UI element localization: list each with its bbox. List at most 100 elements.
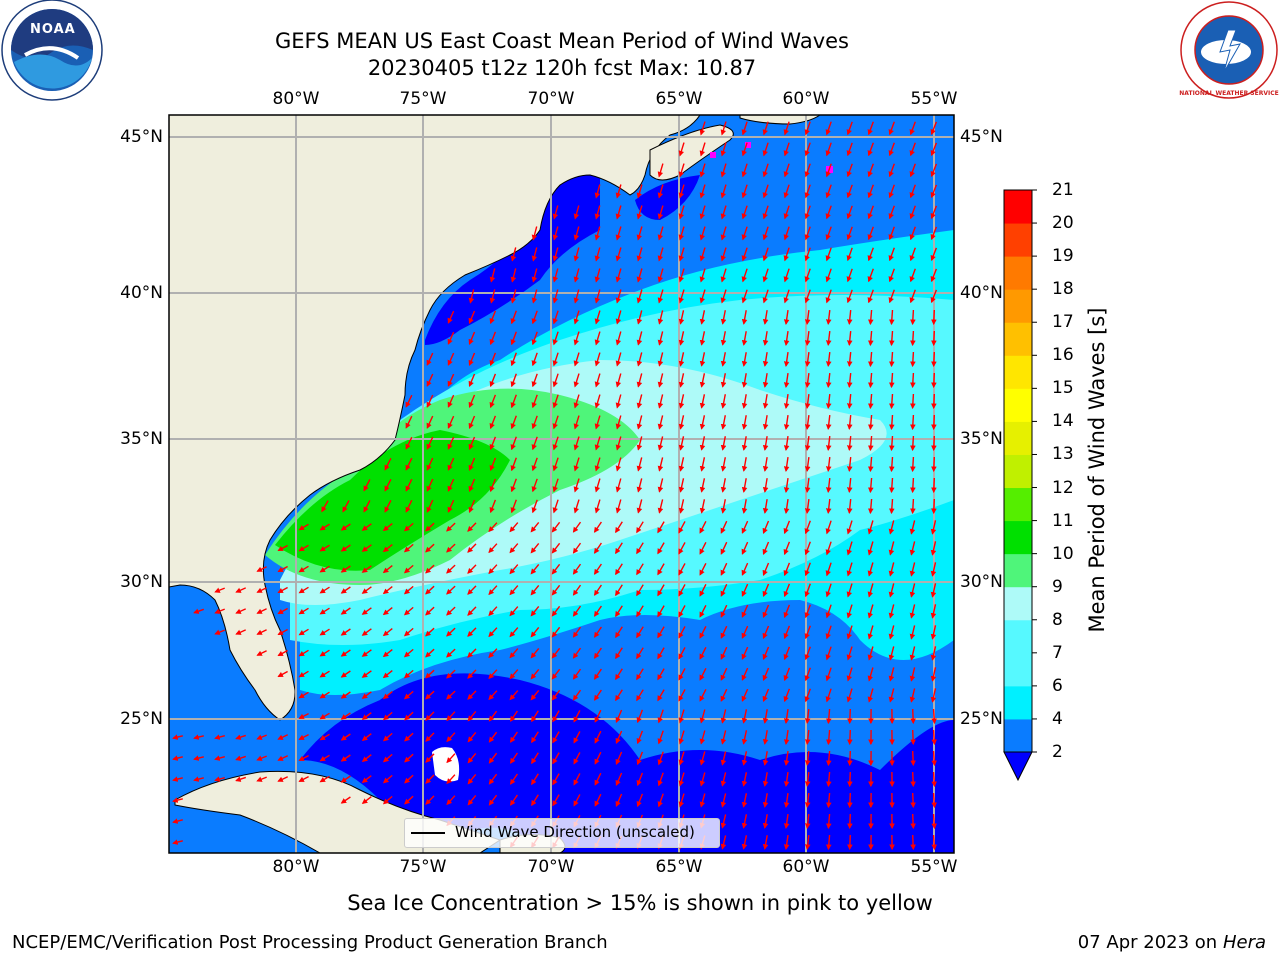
wind-wave-arrow: [657, 521, 665, 534]
wind-wave-arrow: [403, 690, 414, 700]
wind-wave-arrow: [657, 394, 664, 409]
wind-wave-arrow: [425, 648, 435, 658]
wind-wave-arrow: [783, 498, 790, 515]
wind-wave-arrow: [405, 499, 413, 513]
wind-wave-arrow: [678, 478, 685, 493]
wind-wave-arrow: [931, 750, 937, 767]
colorbar-tick-label: 6: [1052, 675, 1063, 696]
wind-wave-arrow: [931, 393, 937, 410]
wind-wave-arrow: [910, 771, 916, 788]
wind-wave-arrow: [552, 310, 559, 325]
wind-wave-arrow: [804, 289, 811, 304]
wind-wave-arrow: [910, 834, 916, 851]
wind-wave-arrow: [447, 478, 455, 492]
wind-wave-arrow: [804, 415, 811, 431]
wind-wave-arrow: [467, 669, 477, 679]
wind-wave-arrow: [298, 775, 309, 783]
chart-title: GEFS MEAN US East Coast Mean Period of W…: [275, 29, 849, 53]
wind-wave-arrow: [699, 793, 706, 808]
wind-wave-arrow: [298, 544, 309, 552]
wind-wave-arrow: [382, 691, 393, 700]
wind-wave-arrow: [319, 544, 330, 552]
wind-wave-arrow: [825, 226, 832, 241]
wind-wave-arrow: [615, 352, 622, 367]
wind-wave-arrow: [404, 732, 414, 742]
wind-wave-arrow: [573, 773, 581, 786]
wind-wave-arrow: [657, 689, 665, 702]
lon-label-bottom: 80°W: [272, 857, 320, 877]
wind-wave-arrow: [867, 646, 874, 661]
wind-wave-arrow: [930, 625, 937, 640]
wind-wave-arrow: [657, 751, 664, 766]
lon-label-top: 65°W: [655, 89, 703, 109]
wind-wave-arrow: [783, 771, 790, 788]
colorbar-bin: [1004, 355, 1032, 389]
wind-wave-arrow: [594, 268, 601, 283]
wind-wave-arrow: [657, 205, 664, 220]
wind-wave-arrow: [382, 795, 393, 805]
wind-wave-arrow: [825, 436, 832, 452]
wind-wave-arrow: [804, 604, 811, 619]
wind-wave-arrow: [804, 793, 811, 809]
wind-wave-arrow: [426, 352, 434, 366]
wind-wave-arrow: [762, 310, 769, 325]
wind-wave-arrow: [867, 477, 874, 494]
wind-wave-arrow: [699, 226, 706, 241]
wind-wave-arrow: [405, 415, 413, 429]
colorbar-tick-label: 21: [1052, 180, 1074, 200]
wind-wave-arrow: [552, 289, 559, 304]
wind-wave-arrow: [509, 794, 518, 806]
colorbar-bin: [1004, 322, 1032, 356]
wind-wave-arrow: [741, 310, 748, 325]
wind-wave-arrow: [552, 394, 559, 409]
wind-wave-arrow: [551, 605, 561, 617]
wind-wave-arrow: [909, 268, 916, 283]
wind-wave-arrow: [382, 523, 393, 532]
wind-wave-arrow: [804, 394, 811, 410]
wind-wave-arrow: [531, 710, 539, 723]
wind-wave-arrow: [615, 772, 623, 787]
lat-label-left: 25°N: [120, 709, 163, 729]
wind-wave-arrow: [678, 689, 686, 702]
wind-wave-arrow: [593, 542, 602, 554]
wind-wave-arrow: [783, 729, 790, 746]
wind-wave-arrow: [930, 142, 938, 157]
wind-wave-arrow: [298, 733, 309, 741]
wind-wave-arrow: [340, 670, 351, 678]
wind-wave-arrow: [573, 352, 580, 367]
wind-wave-arrow: [488, 564, 498, 575]
wind-wave-arrow: [867, 330, 874, 347]
wind-wave-arrow: [931, 708, 937, 725]
wind-wave-arrow: [867, 688, 874, 703]
colorbar-bin: [1004, 487, 1032, 522]
wind-wave-arrow: [909, 667, 916, 682]
wind-wave-arrow: [551, 626, 561, 638]
wind-wave-arrow: [825, 247, 832, 262]
wind-wave-arrow: [277, 544, 288, 552]
wind-wave-arrow: [636, 268, 643, 283]
wind-wave-arrow: [930, 289, 938, 304]
wind-wave-arrow: [678, 289, 685, 304]
wind-wave-arrow: [846, 604, 853, 619]
wind-wave-arrow: [720, 814, 727, 829]
wind-wave-arrow: [319, 649, 330, 657]
lon-label-bottom: 75°W: [399, 857, 447, 877]
wind-wave-arrow: [403, 585, 414, 595]
wind-wave-arrow: [678, 247, 685, 262]
wind-wave-arrow: [530, 521, 540, 533]
wind-wave-arrow: [930, 646, 937, 661]
wind-wave-arrow: [804, 310, 811, 326]
wind-wave-arrow: [531, 773, 539, 786]
wind-wave-arrow: [783, 393, 790, 410]
wind-wave-arrow: [615, 436, 622, 451]
wind-wave-arrow: [825, 373, 832, 389]
wind-wave-arrow: [867, 435, 874, 452]
wind-wave-arrow: [678, 163, 685, 178]
wind-wave-arrow: [298, 754, 309, 762]
wind-wave-arrow: [699, 562, 707, 576]
wind-wave-arrow: [678, 268, 685, 283]
wind-wave-arrow: [446, 585, 456, 595]
wind-wave-arrow: [762, 562, 770, 577]
wind-wave-arrow: [804, 142, 811, 157]
wind-wave-arrow: [426, 373, 434, 387]
